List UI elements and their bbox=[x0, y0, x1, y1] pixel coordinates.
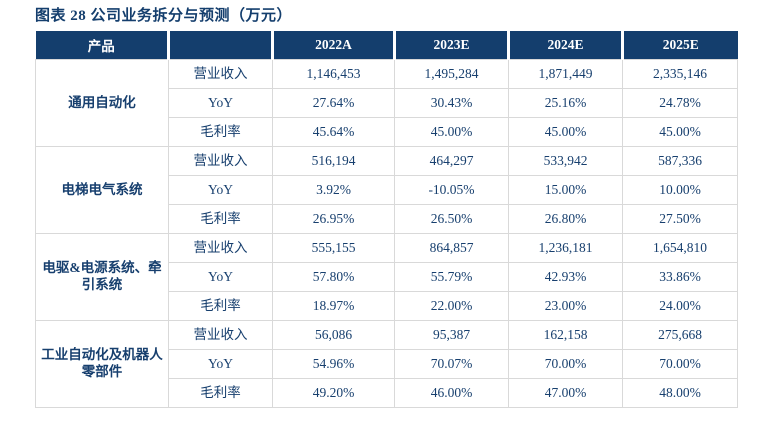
group-name-general-automation: 通用自动化 bbox=[35, 59, 169, 147]
table-row: YoY 3.92% -10.05% 15.00% 10.00% bbox=[36, 175, 738, 205]
cell-value: 70.07% bbox=[394, 349, 509, 379]
cell-value: 54.96% bbox=[272, 349, 395, 379]
cell-value: 1,495,284 bbox=[394, 59, 509, 89]
metric-label: 营业收入 bbox=[168, 320, 273, 350]
cell-value: 26.95% bbox=[272, 204, 395, 234]
report-page: 图表 28 公司业务拆分与预测（万元） 产品 2022A 2023E 2024E… bbox=[0, 4, 765, 428]
cell-value: 45.00% bbox=[394, 117, 509, 147]
cell-value: 24.00% bbox=[622, 291, 738, 321]
metric-label: YoY bbox=[168, 88, 273, 118]
cell-value: 555,155 bbox=[272, 233, 395, 263]
cell-value: 1,654,810 bbox=[622, 233, 738, 263]
cell-value: 516,194 bbox=[272, 146, 395, 176]
table-row: 毛利率 45.64% 45.00% 45.00% 45.00% bbox=[36, 117, 738, 147]
metric-label: 毛利率 bbox=[168, 117, 273, 147]
cell-value: 57.80% bbox=[272, 262, 395, 292]
header-row: 产品 2022A 2023E 2024E 2025E bbox=[35, 31, 738, 60]
cell-value: 70.00% bbox=[622, 349, 738, 379]
cell-value: 1,871,449 bbox=[508, 59, 623, 89]
metric-label: 营业收入 bbox=[168, 146, 273, 176]
cell-value: 42.93% bbox=[508, 262, 623, 292]
cell-value: 864,857 bbox=[394, 233, 509, 263]
header-product: 产品 bbox=[35, 31, 169, 60]
cell-value: 24.78% bbox=[622, 88, 738, 118]
metric-label: YoY bbox=[168, 175, 273, 205]
cell-value: 464,297 bbox=[394, 146, 509, 176]
cell-value: 10.00% bbox=[622, 175, 738, 205]
group-name-edrive-power-traction: 电驱&电源系统、牵引系统 bbox=[35, 233, 169, 321]
metric-label: 毛利率 bbox=[168, 378, 273, 408]
header-year-2023e: 2023E bbox=[393, 31, 509, 60]
cell-value: 23.00% bbox=[508, 291, 623, 321]
cell-value: 275,668 bbox=[622, 320, 738, 350]
cell-value: 70.00% bbox=[508, 349, 623, 379]
business-forecast-table: 产品 2022A 2023E 2024E 2025E 通用自动化 营业收入 1,… bbox=[35, 31, 738, 408]
table-row: 毛利率 18.97% 22.00% 23.00% 24.00% bbox=[36, 291, 738, 321]
figure-title: 图表 28 公司业务拆分与预测（万元） bbox=[35, 8, 293, 24]
table-row: 通用自动化 营业收入 1,146,453 1,495,284 1,871,449… bbox=[35, 59, 738, 147]
cell-value: 45.00% bbox=[508, 117, 623, 147]
cell-value: 162,158 bbox=[508, 320, 623, 350]
group-name-industrial-automation-robot-parts: 工业自动化及机器人零部件 bbox=[35, 320, 169, 408]
cell-value: 3.92% bbox=[272, 175, 395, 205]
metric-label: 营业收入 bbox=[168, 59, 273, 89]
cell-value: 55.79% bbox=[394, 262, 509, 292]
cell-value: 47.00% bbox=[508, 378, 623, 408]
metric-label: YoY bbox=[168, 349, 273, 379]
metric-label: YoY bbox=[168, 262, 273, 292]
table-body: 通用自动化 营业收入 1,146,453 1,495,284 1,871,449… bbox=[35, 59, 738, 408]
table-row: 毛利率 49.20% 46.00% 47.00% 48.00% bbox=[36, 378, 738, 408]
cell-value: 56,086 bbox=[272, 320, 395, 350]
header-year-2022a: 2022A bbox=[271, 31, 395, 60]
cell-value: 27.64% bbox=[272, 88, 395, 118]
table-row: YoY 27.64% 30.43% 25.16% 24.78% bbox=[36, 88, 738, 118]
header-year-2024e: 2024E bbox=[507, 31, 623, 60]
header-year-2025e: 2025E bbox=[621, 31, 738, 60]
cell-value: 48.00% bbox=[622, 378, 738, 408]
cell-value: 49.20% bbox=[272, 378, 395, 408]
cell-value: -10.05% bbox=[394, 175, 509, 205]
table-header: 产品 2022A 2023E 2024E 2025E bbox=[35, 31, 738, 60]
table-row: 电驱&电源系统、牵引系统 营业收入 555,155 864,857 1,236,… bbox=[35, 233, 738, 321]
group-name-elevator-electrical: 电梯电气系统 bbox=[35, 146, 169, 234]
metric-label: 毛利率 bbox=[168, 204, 273, 234]
table-row: 工业自动化及机器人零部件 营业收入 56,086 95,387 162,158 … bbox=[35, 320, 738, 408]
cell-value: 46.00% bbox=[394, 378, 509, 408]
cell-value: 27.50% bbox=[622, 204, 738, 234]
cell-value: 2,335,146 bbox=[622, 59, 738, 89]
table-row: YoY 57.80% 55.79% 42.93% 33.86% bbox=[36, 262, 738, 292]
table-row: 毛利率 26.95% 26.50% 26.80% 27.50% bbox=[36, 204, 738, 234]
cell-value: 45.64% bbox=[272, 117, 395, 147]
cell-value: 26.50% bbox=[394, 204, 509, 234]
cell-value: 45.00% bbox=[622, 117, 738, 147]
cell-value: 587,336 bbox=[622, 146, 738, 176]
cell-value: 15.00% bbox=[508, 175, 623, 205]
cell-value: 25.16% bbox=[508, 88, 623, 118]
cell-value: 18.97% bbox=[272, 291, 395, 321]
cell-value: 95,387 bbox=[394, 320, 509, 350]
metric-label: 毛利率 bbox=[168, 291, 273, 321]
metric-label: 营业收入 bbox=[168, 233, 273, 263]
cell-value: 1,146,453 bbox=[272, 59, 395, 89]
cell-value: 26.80% bbox=[508, 204, 623, 234]
cell-value: 33.86% bbox=[622, 262, 738, 292]
cell-value: 1,236,181 bbox=[508, 233, 623, 263]
cell-value: 22.00% bbox=[394, 291, 509, 321]
cell-value: 533,942 bbox=[508, 146, 623, 176]
cell-value: 30.43% bbox=[394, 88, 509, 118]
header-metric-blank bbox=[167, 31, 273, 60]
table-row: 电梯电气系统 营业收入 516,194 464,297 533,942 587,… bbox=[35, 146, 738, 234]
